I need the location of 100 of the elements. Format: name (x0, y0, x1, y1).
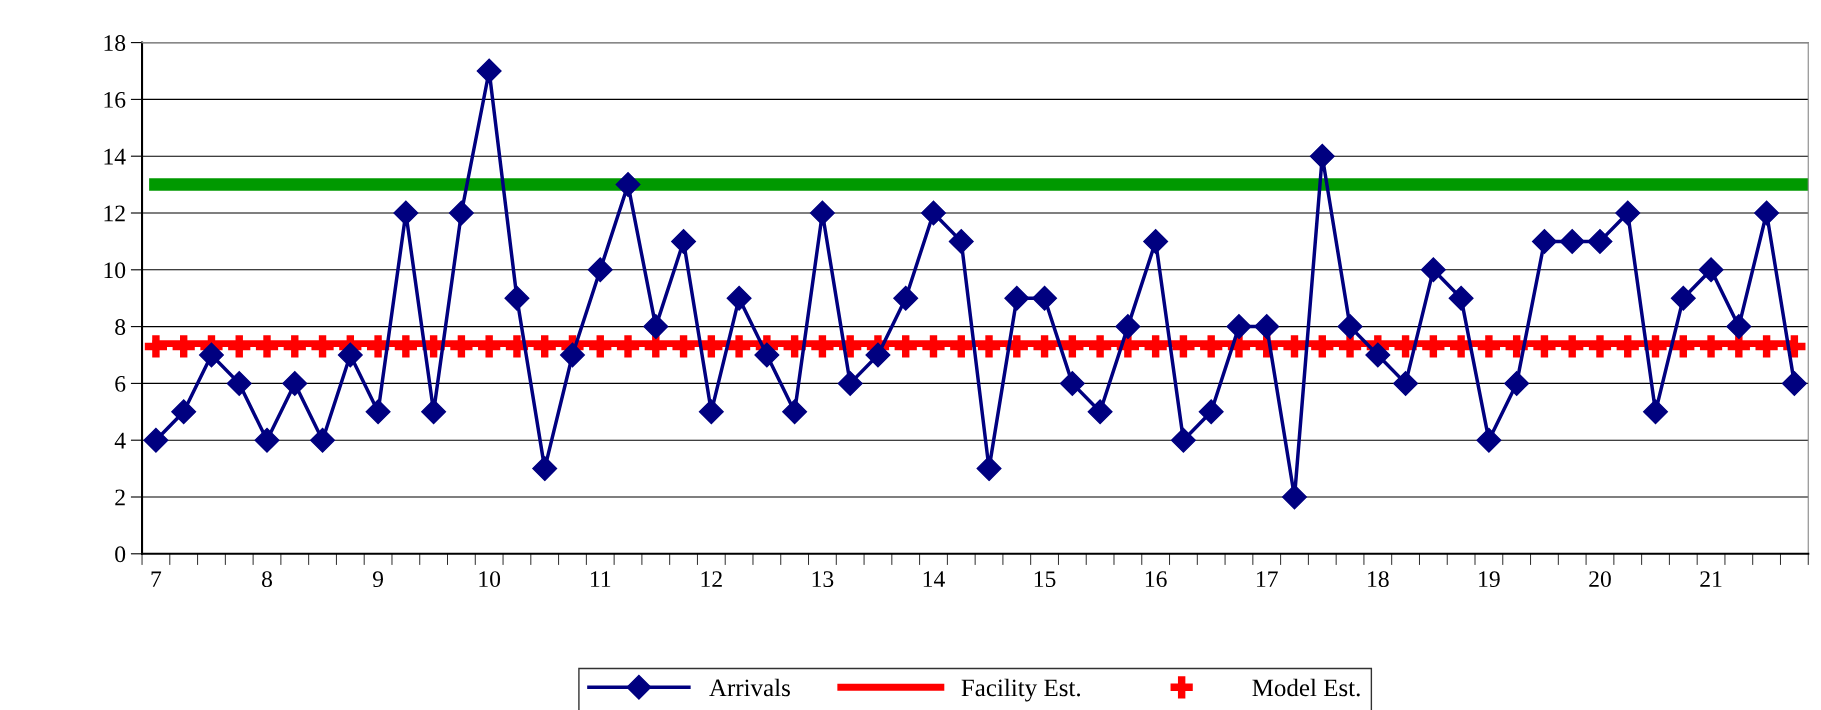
point (1087, 399, 1113, 425)
legend-label: Facility Est. (961, 678, 1081, 702)
point (589, 335, 612, 358)
point (1172, 335, 1195, 358)
point (559, 342, 585, 368)
point (977, 335, 1001, 358)
point (698, 399, 724, 425)
point (255, 335, 279, 358)
point (1144, 335, 1167, 358)
point (727, 335, 751, 358)
point (1531, 228, 1557, 254)
point (672, 335, 695, 358)
x-tick-label: 21 (1700, 571, 1722, 587)
point (1004, 285, 1030, 311)
point (1309, 143, 1335, 169)
point (644, 335, 667, 358)
y-tick-label: 14 (104, 148, 126, 165)
point (1672, 335, 1695, 358)
x-tick-label: 16 (1145, 571, 1167, 588)
x-tick-label: 9 (372, 571, 384, 588)
point (1504, 370, 1530, 396)
point (393, 200, 419, 226)
point (837, 370, 863, 396)
y-tick-label: 16 (104, 91, 126, 108)
point (1422, 335, 1445, 358)
x-tick-label: 14 (923, 571, 945, 587)
point (700, 335, 723, 358)
x-tick-label: 20 (1589, 571, 1611, 588)
point (1699, 335, 1723, 358)
x-tick-label: 10 (479, 571, 501, 588)
point (365, 399, 391, 425)
point (532, 456, 558, 482)
point (1254, 314, 1280, 340)
point (1283, 335, 1306, 358)
y-tick-label: 12 (104, 205, 125, 222)
point (1561, 335, 1584, 358)
point (311, 335, 334, 358)
point (726, 285, 752, 311)
point (1726, 314, 1752, 340)
point (226, 370, 252, 396)
point (782, 399, 808, 425)
point (839, 335, 862, 358)
point (504, 285, 530, 311)
x-tick-label: 13 (812, 571, 834, 588)
point (172, 335, 195, 358)
point (476, 58, 502, 84)
y-tick-label: 2 (115, 489, 125, 506)
point (754, 342, 780, 368)
point (1005, 335, 1028, 358)
point (1559, 228, 1585, 254)
legend-label: Arrivals (709, 678, 790, 697)
point (1115, 314, 1141, 340)
point (1698, 257, 1724, 283)
point (1448, 285, 1474, 311)
point (1143, 228, 1169, 254)
point (811, 335, 834, 358)
y-tick-label: 18 (104, 35, 126, 52)
point (1394, 335, 1417, 358)
point (283, 335, 306, 358)
point (587, 257, 613, 283)
x-tick-label: 19 (1479, 571, 1500, 588)
point (144, 335, 168, 358)
point (1282, 484, 1307, 510)
point (921, 200, 946, 226)
point (1616, 335, 1639, 358)
point (310, 427, 336, 453)
point (421, 399, 447, 425)
point (450, 335, 473, 358)
point (1337, 314, 1363, 340)
point (1727, 335, 1750, 358)
point (976, 456, 1002, 482)
x-tick-label: 18 (1368, 571, 1389, 588)
point (1588, 335, 1612, 358)
point (1754, 200, 1780, 226)
y-tick-label: 6 (115, 375, 126, 392)
point (1059, 370, 1085, 396)
point (478, 335, 501, 358)
point (1476, 427, 1502, 453)
point (394, 335, 417, 358)
point (1365, 342, 1391, 368)
point (1587, 228, 1613, 254)
x-tick-label: 7 (151, 571, 162, 587)
point (1420, 257, 1446, 283)
point (1200, 335, 1223, 358)
y-tick-label: 8 (115, 319, 126, 336)
point (1670, 285, 1696, 311)
point (893, 285, 919, 311)
point (171, 399, 197, 425)
point (1311, 335, 1334, 358)
point (198, 342, 224, 368)
y-tick-label: 0 (115, 546, 126, 563)
point (1615, 200, 1641, 226)
point (1644, 335, 1667, 358)
point (948, 228, 974, 254)
point (1338, 335, 1362, 358)
point (1477, 335, 1500, 358)
point (1061, 335, 1084, 358)
point (1033, 335, 1056, 358)
point (1089, 335, 1112, 358)
point (615, 172, 641, 198)
